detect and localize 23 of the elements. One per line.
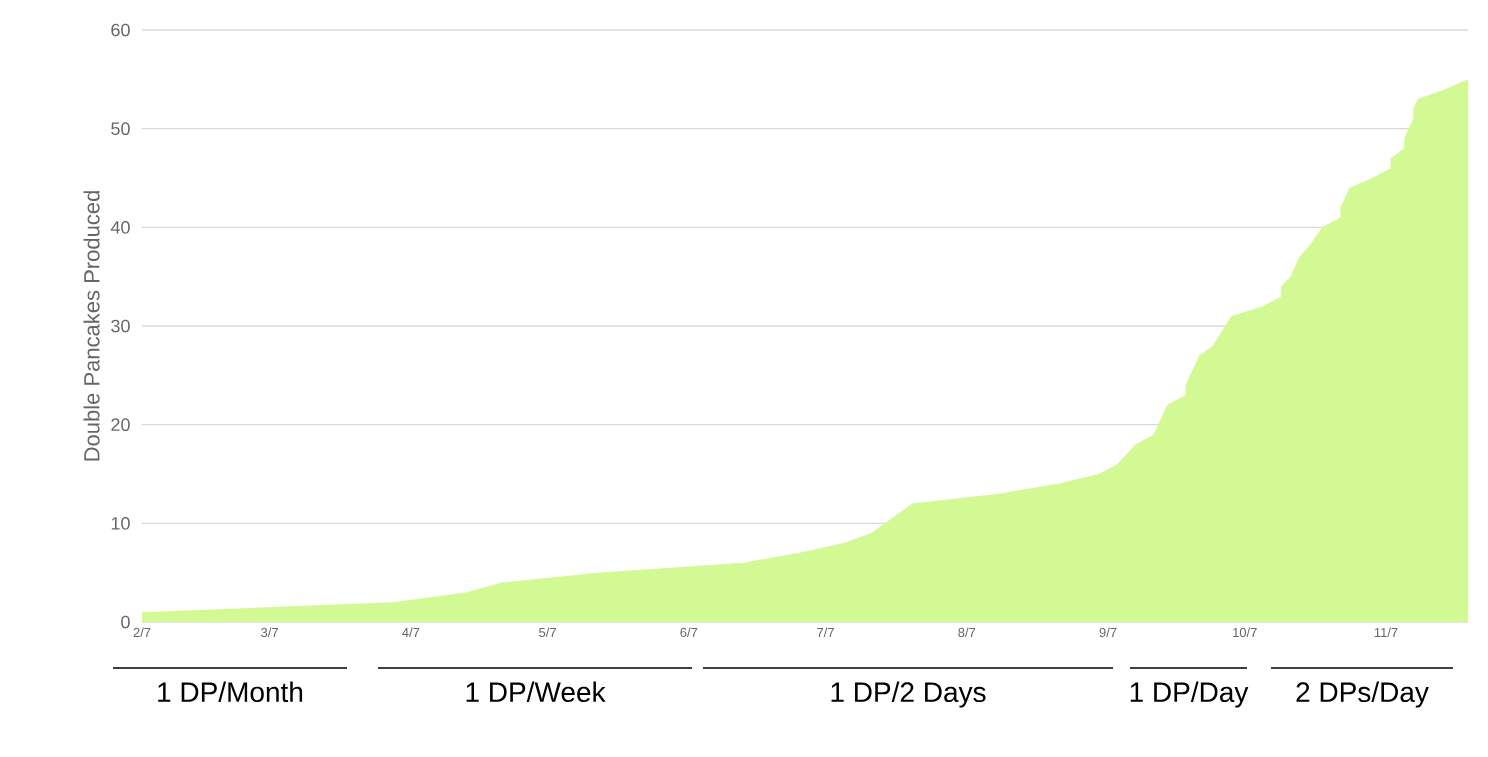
x-tick-label: 7/7	[817, 627, 834, 638]
x-tick-label: 9/7	[1099, 627, 1117, 638]
x-tick-label: 5/7	[539, 627, 556, 638]
y-tick-label: 0	[121, 615, 130, 629]
x-tick-label: 10/7	[1233, 627, 1257, 638]
x-tick-label: 11/7	[1374, 627, 1398, 638]
x-tick-label: 6/7	[680, 627, 698, 638]
x-tick-label: 3/7	[261, 627, 278, 638]
x-tick-label: 2/7	[133, 627, 151, 638]
text: 1 DP/Month	[158, 681, 303, 703]
y-tick-label: 40	[110, 220, 130, 234]
text: 1 DP/Week	[466, 681, 606, 703]
y-tick-label: 50	[111, 122, 130, 136]
text: 1 DP/Day	[1130, 681, 1249, 708]
text: 2 DPs/Day	[1296, 681, 1429, 708]
y-axis-title: Double Pancakes Produced	[83, 191, 100, 461]
x-tick-label: 8/7	[958, 627, 976, 638]
text: 1 DP/2 Days	[831, 681, 986, 708]
x-tick-label: 4/7	[402, 627, 420, 638]
y-tick-label: 20	[111, 418, 130, 432]
y-tick-label: 30	[111, 319, 130, 333]
y-tick-label: 10	[111, 516, 130, 530]
y-tick-label: 60	[111, 23, 130, 37]
